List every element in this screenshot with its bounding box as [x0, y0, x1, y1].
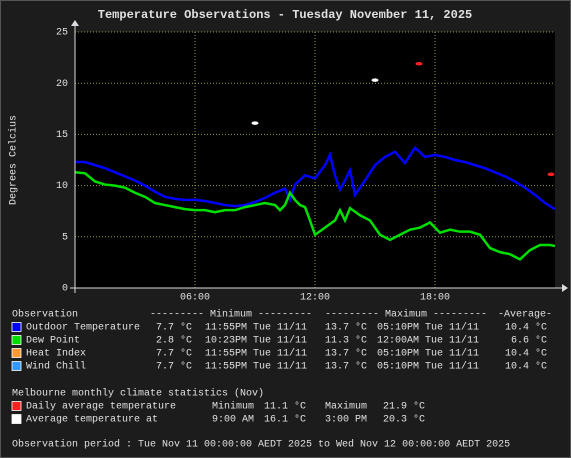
observation-period: Observation period : Tue Nov 11 00:00:00…	[12, 439, 510, 451]
legend-stat: 13.7 °C	[325, 322, 367, 334]
legend-header: Observation	[12, 309, 78, 321]
legend-label: Dew Point	[26, 335, 80, 347]
legend-stat: 05:10PM Tue 11/11	[377, 348, 479, 360]
legend-stat: 7.7 °C	[156, 348, 192, 360]
legend-label: Average temperature at	[26, 415, 158, 426]
legend-stat: 20.3 °C	[383, 414, 425, 426]
x-tick-label: 06:00	[180, 293, 210, 304]
legend-label: Heat Index	[26, 348, 86, 360]
legend-stat: 2.8 °C	[156, 335, 192, 347]
legend-stat: 11:55PM Tue 11/11	[205, 361, 307, 373]
y-tick-label: 0	[62, 284, 68, 295]
legend-label: Wind Chill	[26, 361, 86, 373]
legend-swatch	[11, 361, 22, 371]
series-line	[75, 145, 556, 211]
legend-stat: 10.4 °C	[505, 348, 547, 360]
legend-stat: 11.3 °C	[325, 335, 367, 347]
legend-swatch	[11, 322, 22, 332]
legend-stat: 6.6 °C	[511, 335, 547, 347]
legend-stat: 10.4 °C	[505, 322, 547, 334]
y-tick-label: 10	[56, 181, 68, 192]
marker	[371, 78, 379, 82]
y-tick-label: 15	[56, 130, 68, 141]
legend-stat: Maximum	[325, 401, 367, 413]
plot-area	[75, 32, 555, 288]
legend-swatch	[11, 335, 22, 345]
legend-stat: 10:23PM Tue 11/11	[205, 335, 307, 347]
x-axis-arrow	[562, 284, 568, 292]
climate-title: Melbourne monthly climate statistics (No…	[12, 388, 264, 400]
marker	[547, 172, 555, 177]
legend-stat: 3:00 PM	[325, 415, 367, 426]
legend-stat: 11:55PM Tue 11/11	[205, 322, 307, 334]
marker	[415, 61, 423, 66]
legend-swatch	[11, 348, 22, 358]
legend-header: --------- Maximum ---------	[325, 309, 487, 321]
legend-stat: 7.7 °C	[156, 361, 192, 373]
legend: Observation --------- Minimum --------- --…	[11, 309, 552, 426]
legend-stat: 12:00AM Tue 11/11	[377, 335, 479, 347]
legend-swatch	[11, 414, 22, 424]
legend-stat: 10.4 °C	[505, 361, 547, 373]
legend-header: --------- Minimum ---------	[150, 309, 312, 321]
legend-stat: 05:10PM Tue 11/11	[377, 361, 479, 373]
legend-stat: 05:10PM Tue 11/11	[377, 322, 479, 334]
legend-stat: 9:00 AM	[212, 415, 254, 426]
legend-stat: 13.7 °C	[325, 361, 367, 373]
chart-title: Temperature Observations - Tuesday Novem…	[98, 8, 472, 22]
marker	[251, 121, 259, 125]
legend-header: -Average-	[498, 310, 552, 321]
legend-stat: 7.7 °C	[156, 322, 192, 334]
legend-swatch	[11, 401, 22, 411]
legend-label: Outdoor Temperature	[26, 322, 140, 334]
y-axis-label: Degrees Celcius	[8, 115, 20, 205]
x-tick-label: 12:00	[300, 293, 330, 304]
legend-label: Daily average temperature	[26, 401, 176, 413]
legend-stat: 11:55PM Tue 11/11	[205, 348, 307, 360]
legend-stat: Minimum	[212, 401, 254, 413]
series-line	[74, 171, 556, 261]
y-tick-label: 5	[62, 232, 68, 243]
y-axis-arrow	[71, 20, 79, 26]
y-tick-label: 20	[56, 79, 68, 90]
x-tick-label: 18:00	[420, 293, 450, 304]
legend-stat: 11.1 °C	[264, 401, 306, 413]
legend-stat: 13.7 °C	[325, 348, 367, 360]
y-tick-label: 25	[56, 28, 68, 39]
legend-stat: 16.1 °C	[264, 414, 306, 426]
legend-stat: 21.9 °C	[383, 401, 425, 413]
